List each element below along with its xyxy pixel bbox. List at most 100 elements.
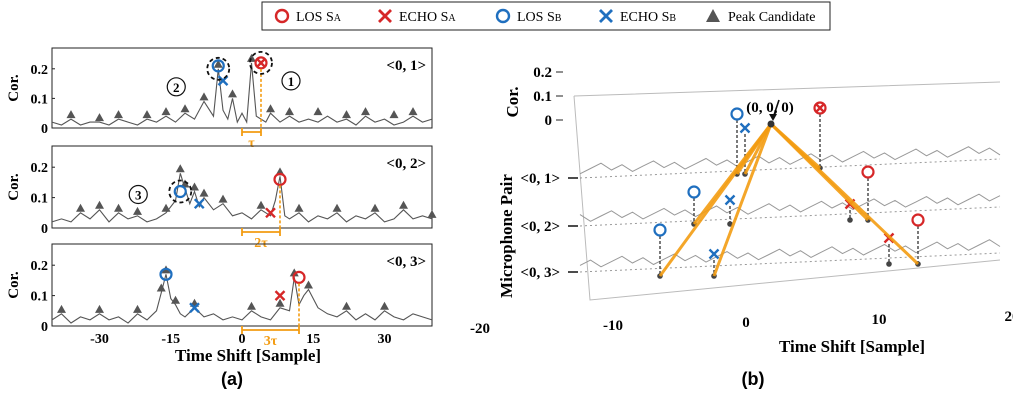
svg-text:ECHO SA: ECHO SA [399,10,456,25]
peak-candidate [171,295,180,304]
peak-candidate [408,107,418,116]
echo-a-marker [265,207,276,219]
x-tick-label: -30 [90,332,109,347]
pair-row-label: <0, 3> [520,265,560,281]
callout-number: 2 [173,80,180,95]
peak-candidate [95,304,104,313]
echo-b-marker [189,302,200,314]
delay-path-line [769,122,920,266]
peak-candidate [342,110,351,119]
peak-candidate [294,203,304,212]
peak-candidate [370,203,380,212]
y-tick-label: 0.2 [31,161,49,176]
echo-b-marker [739,122,751,134]
pair-signal [579,193,1001,222]
peak-candidate [190,182,199,191]
los-b-marker [173,184,187,199]
y-axis-label: Cor. [6,74,22,102]
peak-candidate [114,110,123,119]
callout-number: 1 [288,74,295,89]
peak-candidate [57,304,66,313]
los-a-marker [813,101,827,115]
peak-candidate [133,206,142,215]
echo-a-marker [255,57,267,69]
peak-candidate [247,301,256,310]
legend-echo-a-sub: A [448,13,456,24]
delay-path-line [658,123,773,277]
y-tick-label: 0 [41,320,48,335]
echo-a-marker [378,9,392,23]
peak-candidate [275,298,285,307]
correlation-line [51,62,433,126]
x-tick-label: 15 [306,332,320,347]
subplot-frame [51,145,433,229]
peak-candidate [218,194,228,203]
legend-echo-b-sub: B [669,13,676,24]
peak-candidate [180,104,190,113]
legend-peak: Peak Candidate [706,9,815,25]
stem-base [886,261,892,267]
legend-peak-label: Peak Candidate [728,10,815,25]
los-a-marker [273,172,287,186]
x-tick-label: -15 [161,332,180,347]
pair-label: <0, 3> [386,254,426,270]
pair-signal [579,239,1001,268]
los-b-marker [211,59,225,73]
peak-candidate [342,301,351,310]
los-a-marker [254,56,268,70]
los-a-marker [292,270,306,284]
subplot-3: 0 0.1 0.2 Cor. <0, 3> 3τ [6,243,433,349]
y-tick-label: 0.2 [31,63,49,78]
shift-label: τ [248,136,255,151]
los-b-marker [687,185,701,199]
correlation-line [51,274,433,324]
origin-point-top [767,120,775,128]
los-b-marker [730,107,744,121]
subplot-frame [51,47,433,129]
delay-path-line [712,123,773,277]
peak-candidate [76,203,85,212]
legend-echo-a-label: ECHO S [399,10,448,25]
peak-candidate [161,107,171,116]
pair-baseline [579,206,1001,227]
x-tick-label: 0 [239,332,246,347]
highlight-circle [168,179,193,204]
pair-label: <0, 2> [386,156,426,172]
peak-candidate [380,301,389,310]
b-y-tick-label: 0 [545,113,553,129]
origin-arrowhead [769,114,777,121]
legend-echo-b: ECHO SB [599,9,676,25]
peak-candidate [213,59,223,68]
echo-b-marker [708,248,720,260]
svg-text:LOS SB: LOS SB [517,10,562,25]
legend-los-b-label: LOS S [517,10,555,25]
peak-candidate [95,113,104,122]
peak-candidate [332,203,342,212]
pair-row-label: <0, 1> [520,171,560,187]
y-tick-label: 0.1 [31,192,49,207]
pair-label: <0, 1> [386,58,426,74]
los-b-marker [495,8,511,24]
peak-candidate [256,200,266,209]
callout-circle [128,184,148,205]
origin-label: (0, 0, 0) [746,100,794,116]
peak-candidate [304,280,313,289]
peak-candidate [247,53,256,62]
echo-a-marker [274,290,286,301]
legend-echo-b-label: ECHO S [620,10,669,25]
pair-row-label: <0, 2> [520,219,560,235]
peak-candidate [228,89,237,98]
y-tick-label: 0.1 [31,92,49,107]
echo-b-marker [193,198,205,210]
peak-candidate [285,107,294,116]
highlight-circle [206,56,231,81]
y-tick-label: 0 [41,122,48,137]
panel-a-xlabel: Time Shift [Sample] [175,346,321,365]
peak-candidate [66,110,76,119]
legend-los-a-sub: A [334,13,342,24]
panel-a-caption: (a) [221,369,243,389]
panel-b-zlabel: Microphone Pair [497,174,516,298]
panel-b-caption: (b) [742,369,765,389]
b-x-tick-label: 20 [1005,309,1013,325]
